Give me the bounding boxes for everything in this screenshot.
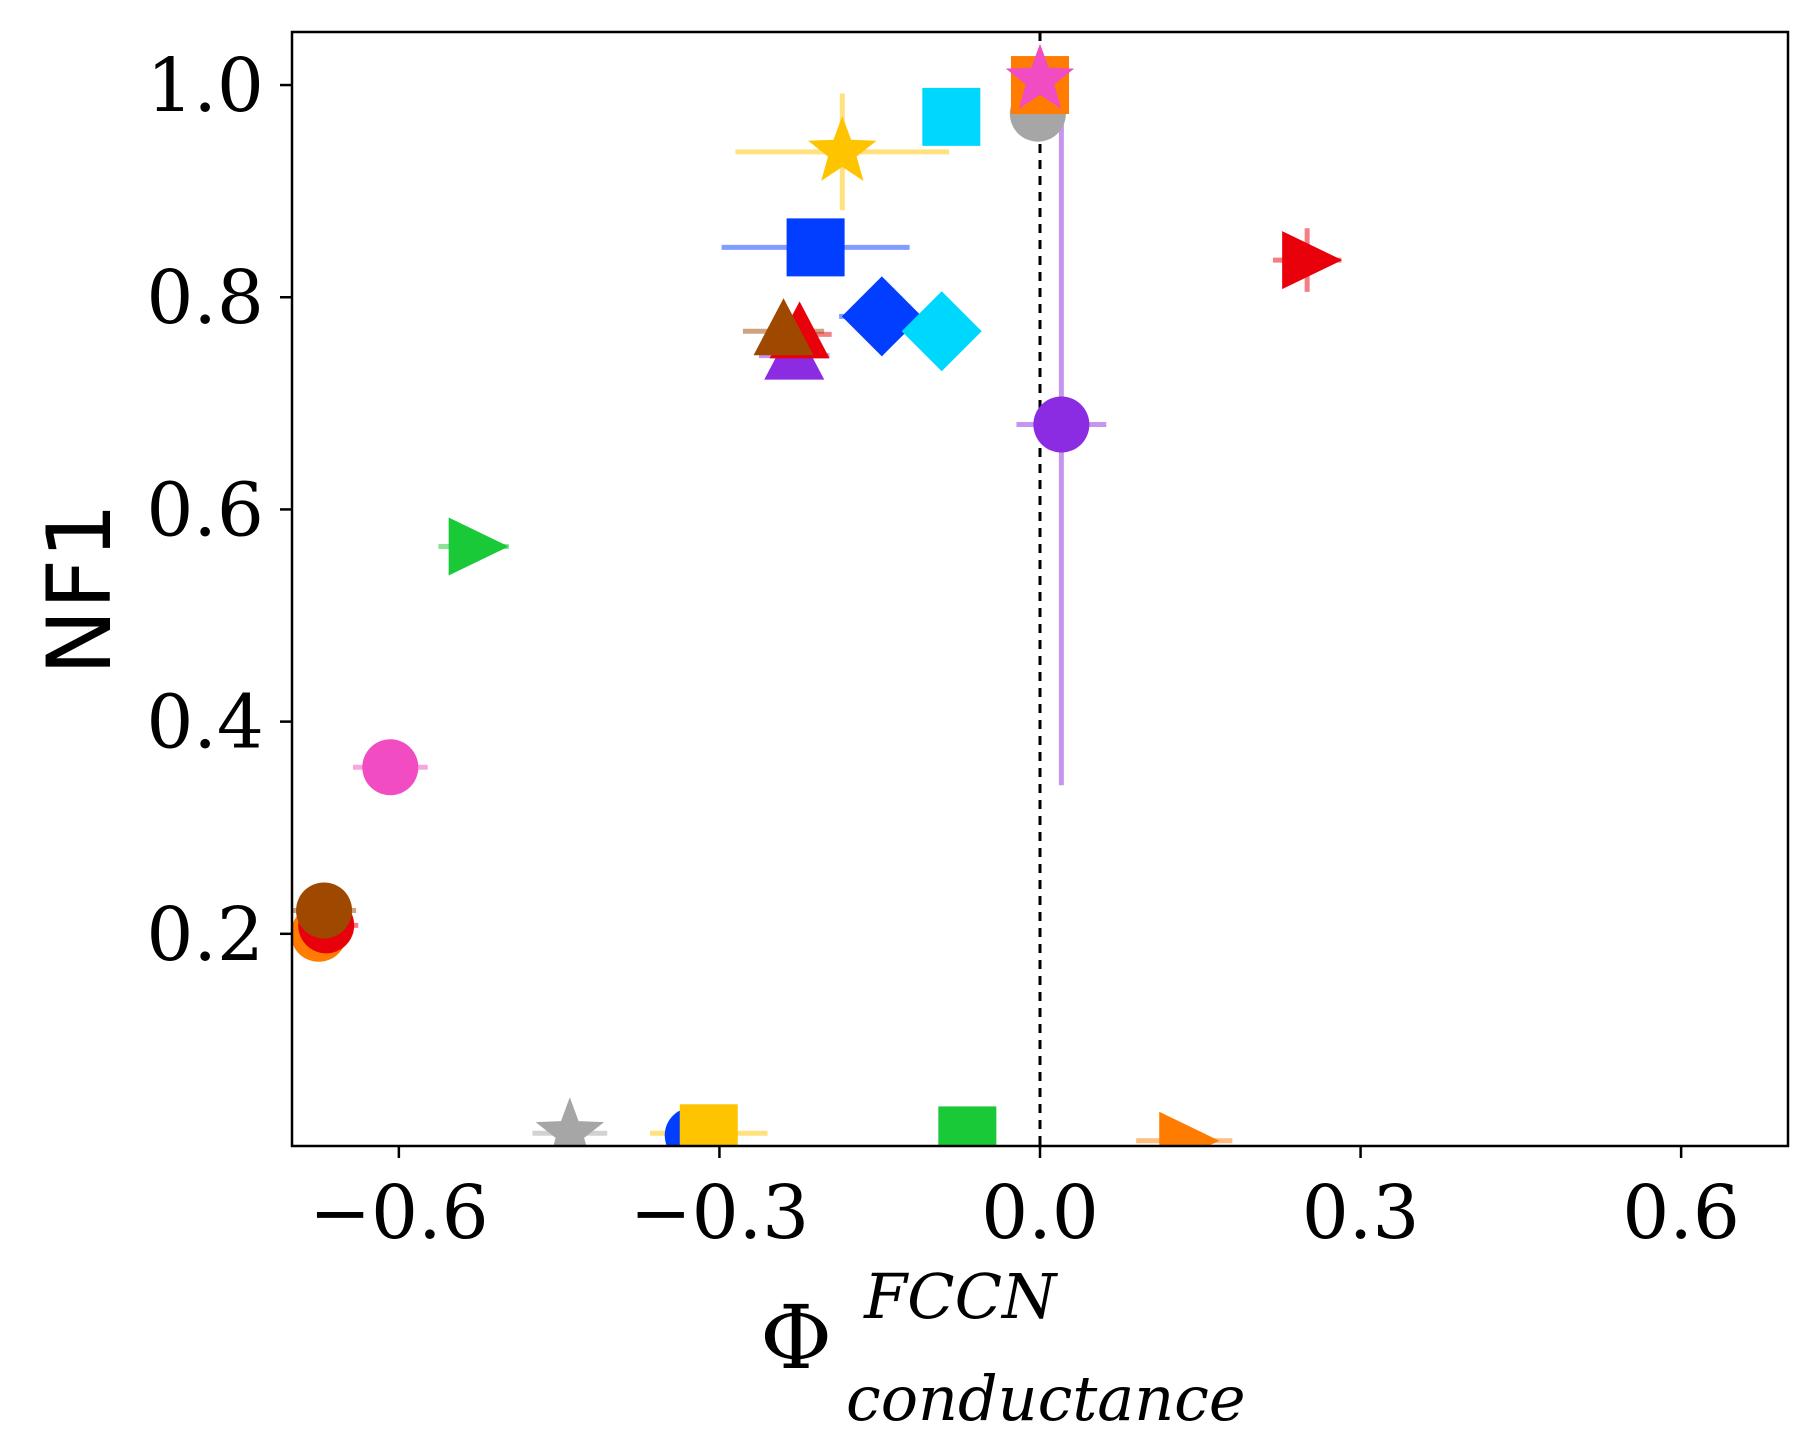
data-point-triangle-up — [753, 298, 814, 356]
x-tick-label: −0.6 — [309, 1170, 489, 1256]
y-axis-label: NF1 — [28, 503, 131, 675]
data-point-circle — [362, 739, 419, 796]
data-point-triangle-right — [1159, 1111, 1220, 1146]
y-tick-label: 0.4 — [146, 680, 264, 766]
data-point-triangle-right — [448, 517, 509, 576]
data-point-diamond — [841, 276, 922, 357]
x-tick-label: 0.0 — [981, 1170, 1099, 1256]
data-point-star — [535, 1097, 605, 1146]
x-axis-label-base: Φ — [760, 1286, 832, 1389]
x-tick-label: −0.3 — [630, 1170, 810, 1256]
data-point-circle — [296, 882, 353, 939]
x-tick-label: 0.6 — [1622, 1170, 1740, 1256]
y-tick-label: 0.6 — [146, 467, 264, 553]
data-point-square — [679, 1104, 738, 1146]
data-point-star — [808, 115, 877, 181]
x-axis-label-subscript: conductance — [846, 1362, 1246, 1435]
data-point-circle — [1033, 396, 1090, 453]
y-axis: 0.2 0.4 0.6 0.8 1.0 — [146, 43, 292, 978]
x-axis: −0.6 −0.3 0.0 0.3 0.6 — [309, 1146, 1740, 1256]
data-point-star — [1005, 43, 1075, 109]
x-axis-label: Φ FCCN — [760, 1260, 1059, 1389]
x-tick-label: 0.3 — [1302, 1170, 1420, 1256]
point-layer — [292, 43, 1343, 1146]
y-tick-label: 1.0 — [146, 43, 264, 129]
data-point-square — [786, 218, 845, 277]
y-tick-label: 0.8 — [146, 255, 264, 341]
y-tick-label: 0.2 — [146, 892, 264, 978]
data-point-square — [922, 87, 981, 146]
x-axis-label-superscript: FCCN — [863, 1260, 1059, 1333]
data-point-square — [938, 1106, 997, 1146]
data-point-diamond — [901, 291, 982, 372]
data-point-triangle-right — [1282, 231, 1343, 290]
